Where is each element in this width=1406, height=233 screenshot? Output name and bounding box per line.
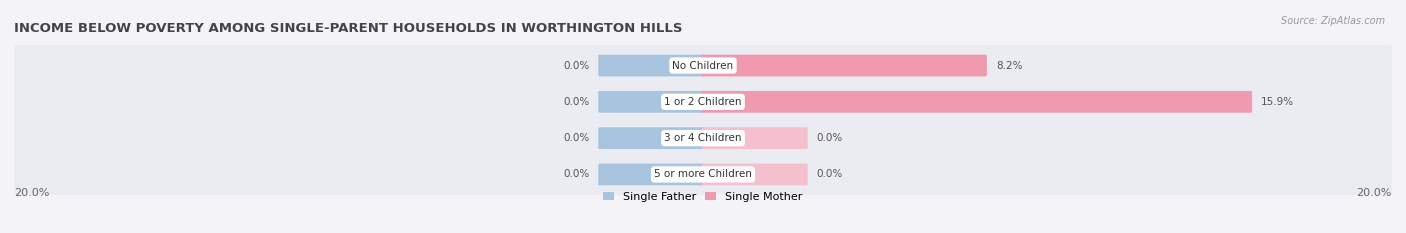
FancyBboxPatch shape: [14, 82, 1392, 122]
Text: Source: ZipAtlas.com: Source: ZipAtlas.com: [1281, 16, 1385, 26]
Text: 0.0%: 0.0%: [562, 169, 589, 179]
Text: 3 or 4 Children: 3 or 4 Children: [664, 133, 742, 143]
FancyBboxPatch shape: [599, 127, 704, 149]
FancyBboxPatch shape: [702, 55, 987, 76]
Text: 8.2%: 8.2%: [995, 61, 1022, 71]
FancyBboxPatch shape: [14, 118, 1392, 158]
FancyBboxPatch shape: [599, 91, 704, 113]
FancyBboxPatch shape: [702, 164, 807, 185]
FancyBboxPatch shape: [14, 154, 1392, 195]
FancyBboxPatch shape: [702, 91, 1253, 113]
Text: 0.0%: 0.0%: [817, 169, 844, 179]
Text: 0.0%: 0.0%: [562, 97, 589, 107]
Text: INCOME BELOW POVERTY AMONG SINGLE-PARENT HOUSEHOLDS IN WORTHINGTON HILLS: INCOME BELOW POVERTY AMONG SINGLE-PARENT…: [14, 22, 682, 35]
Text: 0.0%: 0.0%: [562, 61, 589, 71]
Text: 20.0%: 20.0%: [1357, 188, 1392, 198]
Text: 20.0%: 20.0%: [14, 188, 49, 198]
Text: 1 or 2 Children: 1 or 2 Children: [664, 97, 742, 107]
FancyBboxPatch shape: [599, 164, 704, 185]
Legend: Single Father, Single Mother: Single Father, Single Mother: [603, 192, 803, 202]
Text: 5 or more Children: 5 or more Children: [654, 169, 752, 179]
Text: No Children: No Children: [672, 61, 734, 71]
Text: 0.0%: 0.0%: [562, 133, 589, 143]
FancyBboxPatch shape: [14, 45, 1392, 86]
Text: 15.9%: 15.9%: [1261, 97, 1294, 107]
FancyBboxPatch shape: [599, 55, 704, 76]
Text: 0.0%: 0.0%: [817, 133, 844, 143]
FancyBboxPatch shape: [702, 127, 807, 149]
